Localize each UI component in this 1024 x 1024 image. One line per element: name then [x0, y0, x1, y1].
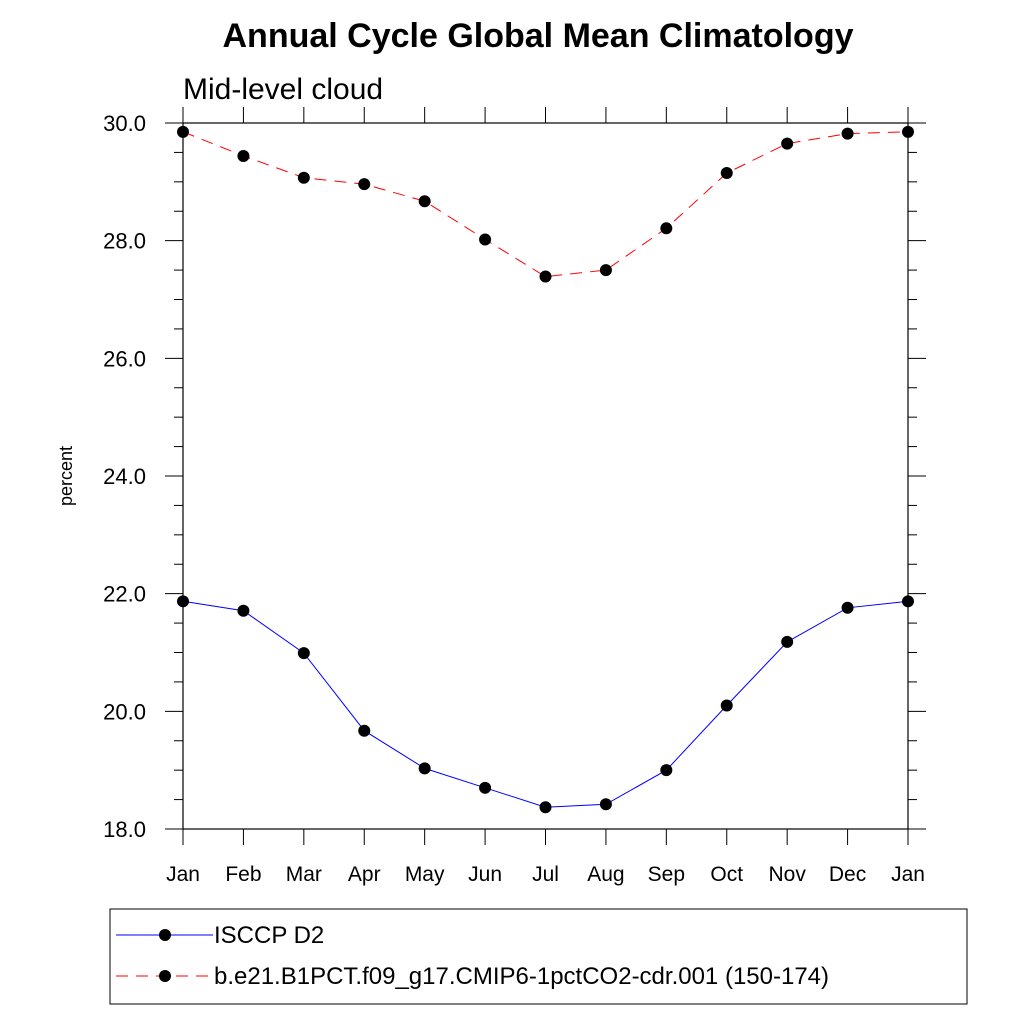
y-tick-label: 28.0: [103, 229, 146, 254]
series-1-point: [418, 195, 431, 208]
series-0-point: [358, 724, 371, 737]
legend-marker-isccp: [159, 929, 171, 941]
x-tick-label: Oct: [710, 863, 743, 886]
series-layer: [177, 125, 914, 814]
series-0-point: [841, 601, 854, 614]
series-1-point: [237, 149, 250, 162]
series-line-1: [182, 131, 909, 278]
x-tick-label: Aug: [587, 863, 624, 886]
series-1-point: [902, 125, 914, 138]
series-1-point: [781, 137, 794, 150]
y-axis-label: percent: [56, 446, 76, 506]
x-tick-label: Feb: [225, 863, 261, 886]
series-0-point: [297, 647, 310, 660]
x-tick-label: Jan: [891, 863, 925, 886]
series-1-point: [177, 125, 189, 138]
series-1-point: [297, 171, 310, 184]
axis-ticks: [165, 107, 926, 845]
y-tick-label: 24.0: [103, 464, 146, 489]
series-1-point: [539, 270, 552, 283]
series-1-point: [479, 233, 492, 246]
series-0-point: [479, 781, 492, 794]
x-tick-label: Jan: [166, 863, 200, 886]
y-tick-label: 20.0: [103, 699, 146, 724]
y-tick-label: 18.0: [103, 817, 146, 842]
x-tick-label: May: [405, 863, 445, 886]
series-1-point: [720, 167, 733, 180]
legend-marker-model: [159, 970, 171, 982]
plot-frame: [182, 122, 909, 830]
series-0-point: [902, 595, 914, 608]
x-tick-label: Apr: [348, 863, 381, 886]
series-0-point: [599, 798, 612, 811]
legend-label-model: b.e21.B1PCT.f09_g17.CMIP6-1pctCO2-cdr.00…: [214, 963, 829, 990]
x-tick-labels: Jan Feb Mar Apr May Jun Jul Aug Sep Oct Nov Dec Jan: [166, 863, 925, 886]
series-0-point: [660, 764, 673, 777]
y-tick-label: 22.0: [103, 582, 146, 607]
legend-label-isccp: ISCCP D2: [214, 922, 324, 949]
series-0-point: [177, 595, 189, 608]
y-tick-label: 30.0: [103, 111, 146, 136]
x-tick-label: Jun: [468, 863, 502, 886]
series-line-0: [182, 600, 909, 808]
x-tick-label: Dec: [829, 863, 866, 886]
series-0-point: [539, 801, 552, 814]
chart-title: Annual Cycle Global Mean Climatology: [223, 17, 854, 55]
legend-box: [109, 908, 968, 1005]
series-1-point: [599, 264, 612, 277]
y-tick-label: 26.0: [103, 346, 146, 371]
legend: ISCCP D2 b.e21.B1PCT.f09_g17.CMIP6-1pctC…: [109, 908, 968, 1005]
y-tick-labels: 18.0 20.0 22.0 24.0 26.0 28.0 30.0: [103, 111, 146, 842]
x-tick-label: Mar: [286, 863, 322, 886]
series-1-point: [841, 127, 854, 140]
series-0-point: [781, 635, 794, 648]
x-tick-label: Nov: [768, 863, 806, 886]
chart-subtitle: Mid-level cloud: [183, 73, 383, 106]
series-0-point: [237, 604, 250, 617]
x-tick-label: Jul: [532, 863, 559, 886]
series-1-point: [358, 178, 371, 191]
series-1-point: [660, 222, 673, 235]
x-tick-label: Sep: [648, 863, 685, 886]
series-0-point: [418, 762, 431, 775]
series-0-point: [720, 699, 733, 712]
